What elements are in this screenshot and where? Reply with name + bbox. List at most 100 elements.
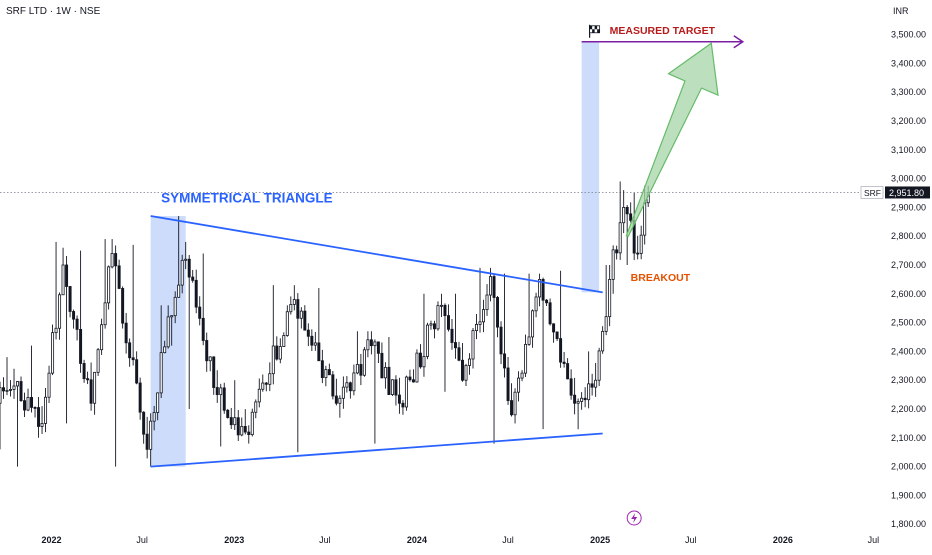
candle xyxy=(373,339,377,444)
candle xyxy=(534,292,538,318)
candle xyxy=(278,338,282,364)
target-arrowhead xyxy=(733,35,745,49)
candle-body xyxy=(117,265,121,289)
candle xyxy=(159,305,163,399)
candle-body xyxy=(247,431,251,435)
candle-body xyxy=(569,378,573,396)
candle-body xyxy=(538,279,542,298)
candle-body xyxy=(145,433,149,450)
candle xyxy=(205,332,209,372)
candle-body xyxy=(461,359,464,381)
candle xyxy=(163,340,167,354)
price-tick-label: 2,100.00 xyxy=(891,433,926,443)
candle-body xyxy=(331,374,335,397)
candle xyxy=(114,245,118,467)
candle-body xyxy=(16,381,20,387)
candle-body xyxy=(471,330,475,360)
time-tick-label: 2026 xyxy=(773,535,793,545)
candle-body xyxy=(299,310,303,319)
candle xyxy=(482,299,486,333)
candle xyxy=(149,413,153,467)
candle-body xyxy=(559,338,563,363)
candle xyxy=(177,216,181,298)
candle xyxy=(212,356,216,395)
candle xyxy=(601,326,605,354)
candle-body xyxy=(464,365,468,381)
price-tick-label: 3,400.00 xyxy=(891,58,926,68)
candle-body xyxy=(19,381,23,402)
candle-body xyxy=(86,378,90,381)
candle xyxy=(264,382,268,392)
candle xyxy=(499,321,503,365)
candle-body xyxy=(573,394,577,404)
candle-body xyxy=(261,382,265,390)
candle-body xyxy=(636,252,640,255)
price-tick-label: 1,800.00 xyxy=(891,519,926,529)
time-tick-label: 2025 xyxy=(590,535,610,545)
candle xyxy=(611,245,615,294)
candle-body xyxy=(555,331,559,339)
candle-body xyxy=(163,346,167,354)
candle-body xyxy=(5,389,9,392)
candle-body xyxy=(531,310,535,338)
candle xyxy=(604,265,608,336)
plot-area[interactable]: MEASURED TARGET SYMMETRICAL TRIANGLE BREAK… xyxy=(0,24,884,526)
candle xyxy=(541,277,545,430)
candle xyxy=(75,315,79,341)
candle-body xyxy=(191,276,195,281)
candle xyxy=(555,331,559,342)
candle xyxy=(226,408,230,419)
candle-body xyxy=(506,367,510,401)
candle-body xyxy=(215,387,219,396)
candle xyxy=(145,416,149,459)
candle-body xyxy=(527,336,531,345)
candle-body xyxy=(320,360,324,379)
price-tick-label: 3,200.00 xyxy=(891,116,926,126)
candle-body xyxy=(594,379,598,388)
candle-body xyxy=(457,347,461,361)
lightning-icon[interactable] xyxy=(626,510,642,526)
candle xyxy=(520,370,524,382)
candle xyxy=(492,273,496,444)
price-tick-label: 3,500.00 xyxy=(891,30,926,40)
candle-body xyxy=(212,356,216,388)
price-axis[interactable]: 1,800.00 1,900.00 2,000.00 2,100.00 2,200.00… xyxy=(860,30,930,530)
candle-body xyxy=(166,316,170,348)
candle-body xyxy=(517,377,521,393)
candle-body xyxy=(275,345,279,360)
triangle-upper-line[interactable] xyxy=(150,215,603,294)
candle xyxy=(138,377,142,420)
candle xyxy=(510,383,514,417)
candle-body xyxy=(369,339,373,347)
candle-body xyxy=(285,311,289,336)
candle-body xyxy=(468,358,471,366)
candle xyxy=(222,382,226,414)
candle xyxy=(103,239,107,329)
candle xyxy=(366,331,370,358)
projection-arrow[interactable] xyxy=(625,42,719,238)
candle xyxy=(313,331,317,351)
candle xyxy=(152,405,156,431)
candle xyxy=(408,369,412,382)
triangle-lower-line[interactable] xyxy=(150,432,603,468)
candle xyxy=(292,285,296,311)
time-axis[interactable]: 2022 Jul 2023 Jul 2024 Jul 2025 Jul 2026 Jul xyxy=(42,535,880,545)
candle xyxy=(82,359,86,383)
candle-body xyxy=(131,357,135,361)
candle-body xyxy=(408,376,412,381)
candle-body xyxy=(341,386,345,399)
candle xyxy=(96,348,100,376)
candle xyxy=(306,323,310,347)
candle xyxy=(352,364,356,396)
candle xyxy=(468,353,471,375)
candle xyxy=(68,286,72,318)
candle xyxy=(401,400,405,415)
candle xyxy=(639,225,643,260)
candle xyxy=(355,331,359,375)
candle xyxy=(282,332,286,347)
candle xyxy=(37,397,41,438)
candle xyxy=(411,369,415,383)
candle xyxy=(275,336,279,361)
candle-body xyxy=(282,335,286,347)
